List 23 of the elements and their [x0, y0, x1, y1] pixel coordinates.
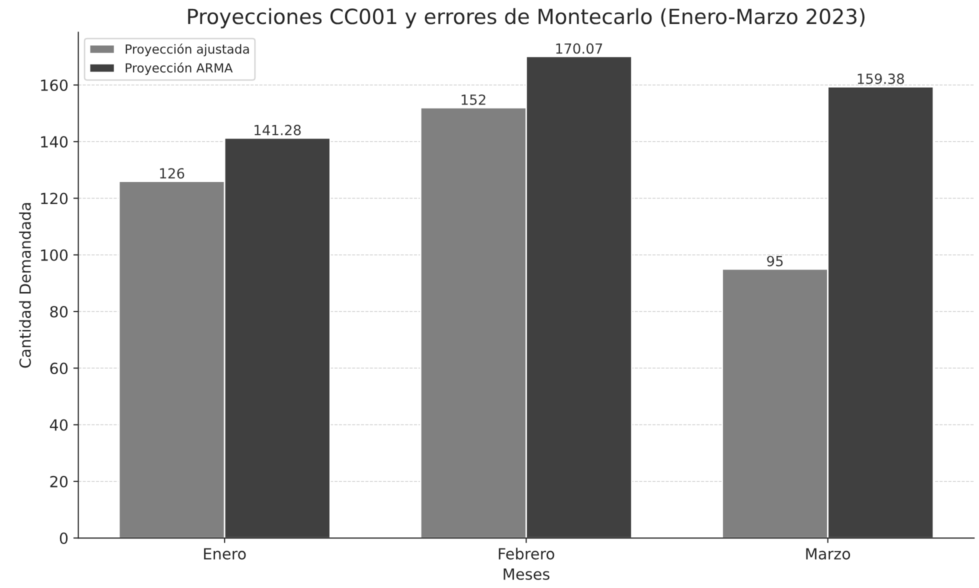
- data-label: 95: [767, 256, 783, 266]
- data-label: 141.28: [254, 124, 301, 136]
- x-tick-label: Marzo: [806, 548, 850, 560]
- y-tick-label: 140: [41, 136, 68, 148]
- data-label: 159.38: [858, 74, 904, 84]
- y-axis-title: Cantidad Demandada: [19, 203, 31, 368]
- legend-label: Proyección ajustada: [126, 44, 249, 56]
- x-tick-label: Enero: [204, 548, 246, 560]
- x-tick-label: Febrero: [498, 548, 554, 560]
- y-tick-label: 60: [50, 362, 68, 374]
- data-label: 152: [462, 94, 486, 105]
- legend-label: Proyección ARMA: [126, 62, 233, 76]
- y-tick-label: 40: [50, 419, 68, 431]
- y-tick-label: 120: [41, 192, 68, 204]
- y-tick-label: 100: [41, 249, 68, 261]
- data-label: 126: [160, 168, 184, 179]
- y-tick-label: 80: [50, 306, 68, 318]
- data-label: 170.07: [556, 43, 602, 54]
- y-tick-label: 160: [41, 79, 68, 92]
- y-tick-label: 20: [50, 476, 68, 488]
- y-tick-label: 0: [60, 532, 68, 544]
- chart-title: Proyecciones CC001 y errores de Montecarlo (Enero-Marzo 2023): [188, 8, 864, 28]
- x-axis-title: Meses: [504, 568, 550, 580]
